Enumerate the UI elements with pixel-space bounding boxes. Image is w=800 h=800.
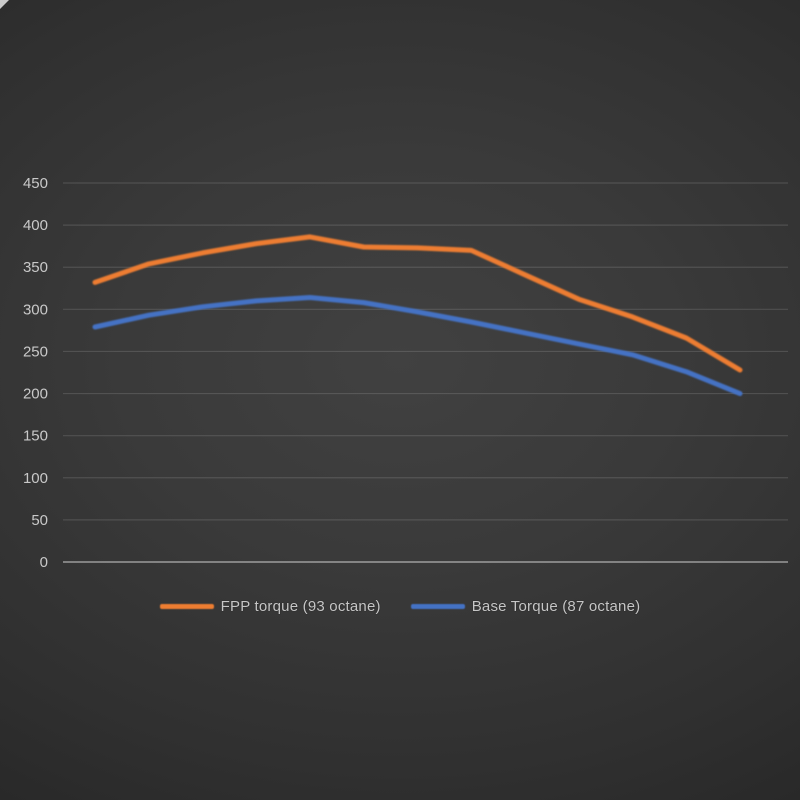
- y-axis-tick-label: 0: [40, 554, 48, 571]
- legend-item-fpp-torque: FPP torque (93 octane): [159, 597, 381, 615]
- y-axis-tick-label: 150: [23, 428, 48, 445]
- y-axis-tick-label: 350: [23, 259, 48, 276]
- y-axis-tick-label: 50: [31, 512, 48, 529]
- y-axis-tick-label: 450: [23, 175, 48, 192]
- legend-item-base-torque: Base Torque (87 octane): [410, 597, 641, 615]
- y-axis-tick-label: 100: [23, 470, 48, 487]
- y-axis-tick-label: 250: [23, 343, 48, 360]
- y-axis-tick-label: 300: [23, 301, 48, 318]
- chart-legend: FPP torque (93 octane) Base Torque (87 o…: [0, 595, 800, 617]
- series-line-fpp-torque: [92, 234, 743, 373]
- legend-line-swatch-orange: [159, 603, 214, 609]
- legend-line-swatch-blue: [410, 603, 465, 609]
- corner-artifact: [0, 0, 9, 9]
- series-line-base-torque: [92, 295, 743, 397]
- y-axis-tick-label: 400: [23, 217, 48, 234]
- y-axis-tick-label: 200: [23, 386, 48, 403]
- legend-label-base-torque: Base Torque (87 octane): [471, 597, 641, 615]
- legend-label-fpp-torque: FPP torque (93 octane): [220, 597, 381, 615]
